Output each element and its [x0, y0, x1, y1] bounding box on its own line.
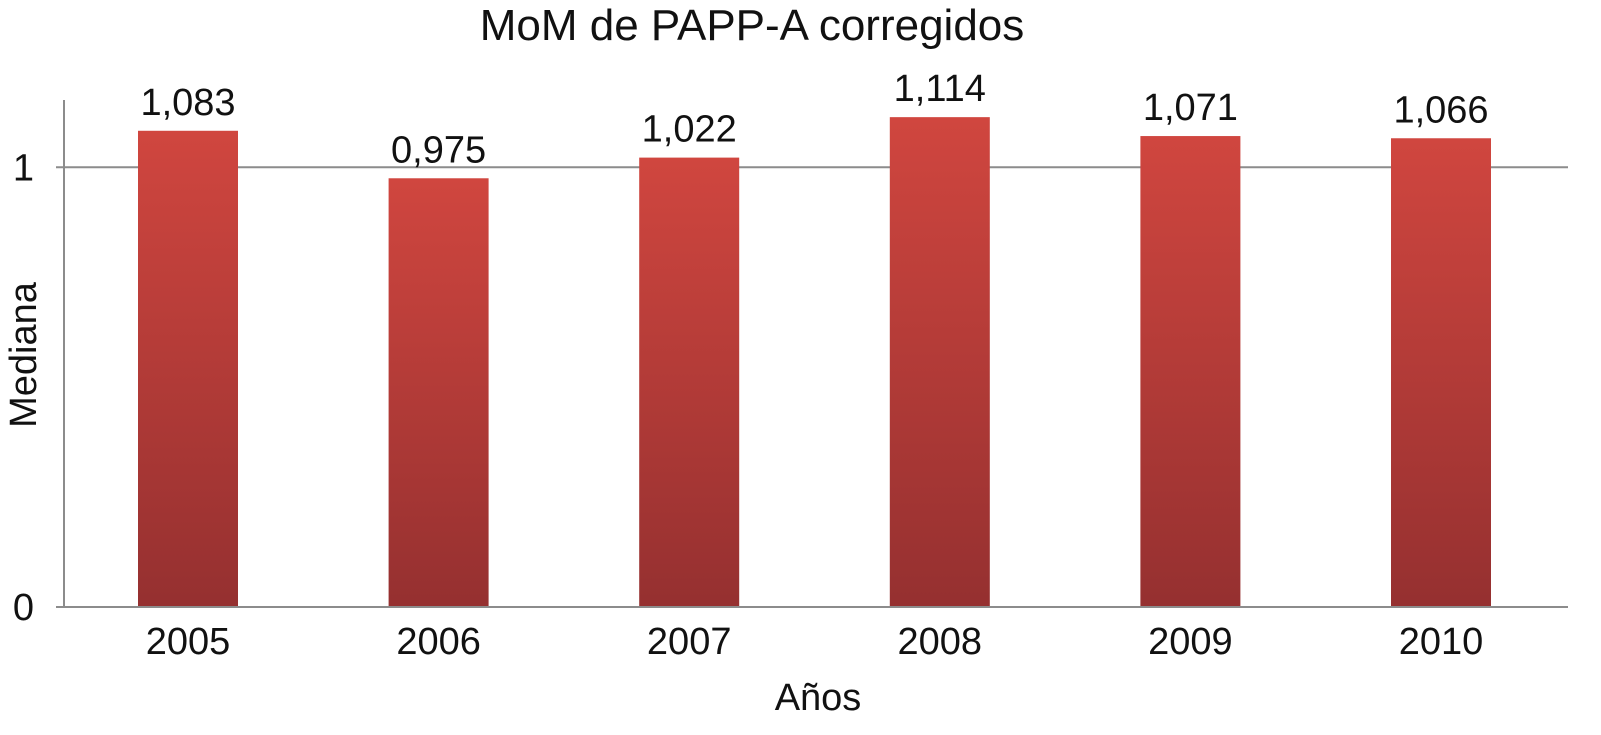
x-tick-label-2010: 2010: [1399, 621, 1484, 663]
axes: [56, 100, 1568, 608]
data-label-2008: 1,114: [894, 68, 986, 110]
bar-2005: [138, 130, 238, 607]
bar-2009: [1140, 136, 1241, 607]
data-label-2010: 1,066: [1393, 89, 1488, 131]
labels: 0 1 1,083 2005 0,975 2006 1,022 2007 1,114 2008 1,…: [13, 68, 1489, 663]
x-tick-label-2006: 2006: [396, 621, 481, 663]
y-axis-label: Mediana: [3, 281, 45, 428]
data-label-2006: 0,975: [391, 129, 486, 171]
y-tick-label: 1: [13, 147, 34, 189]
x-tick-label-2008: 2008: [898, 621, 983, 663]
chart-title: MoM de PAPP-A corregidos: [480, 1, 1025, 50]
x-tick-label-2007: 2007: [647, 621, 732, 663]
bar-2007: [639, 157, 740, 607]
x-tick-label-2005: 2005: [146, 621, 231, 663]
data-label-2009: 1,071: [1143, 87, 1238, 129]
data-label-2005: 1,083: [140, 82, 235, 124]
y-tick-label: 0: [13, 587, 34, 629]
bar-2010: [1391, 138, 1491, 607]
bar-2006: [388, 178, 489, 607]
x-tick-label-2009: 2009: [1148, 621, 1233, 663]
data-label-2007: 1,022: [642, 109, 737, 151]
bar-2008: [889, 117, 990, 608]
bars: [138, 117, 1491, 608]
x-axis-label: Años: [775, 677, 862, 719]
